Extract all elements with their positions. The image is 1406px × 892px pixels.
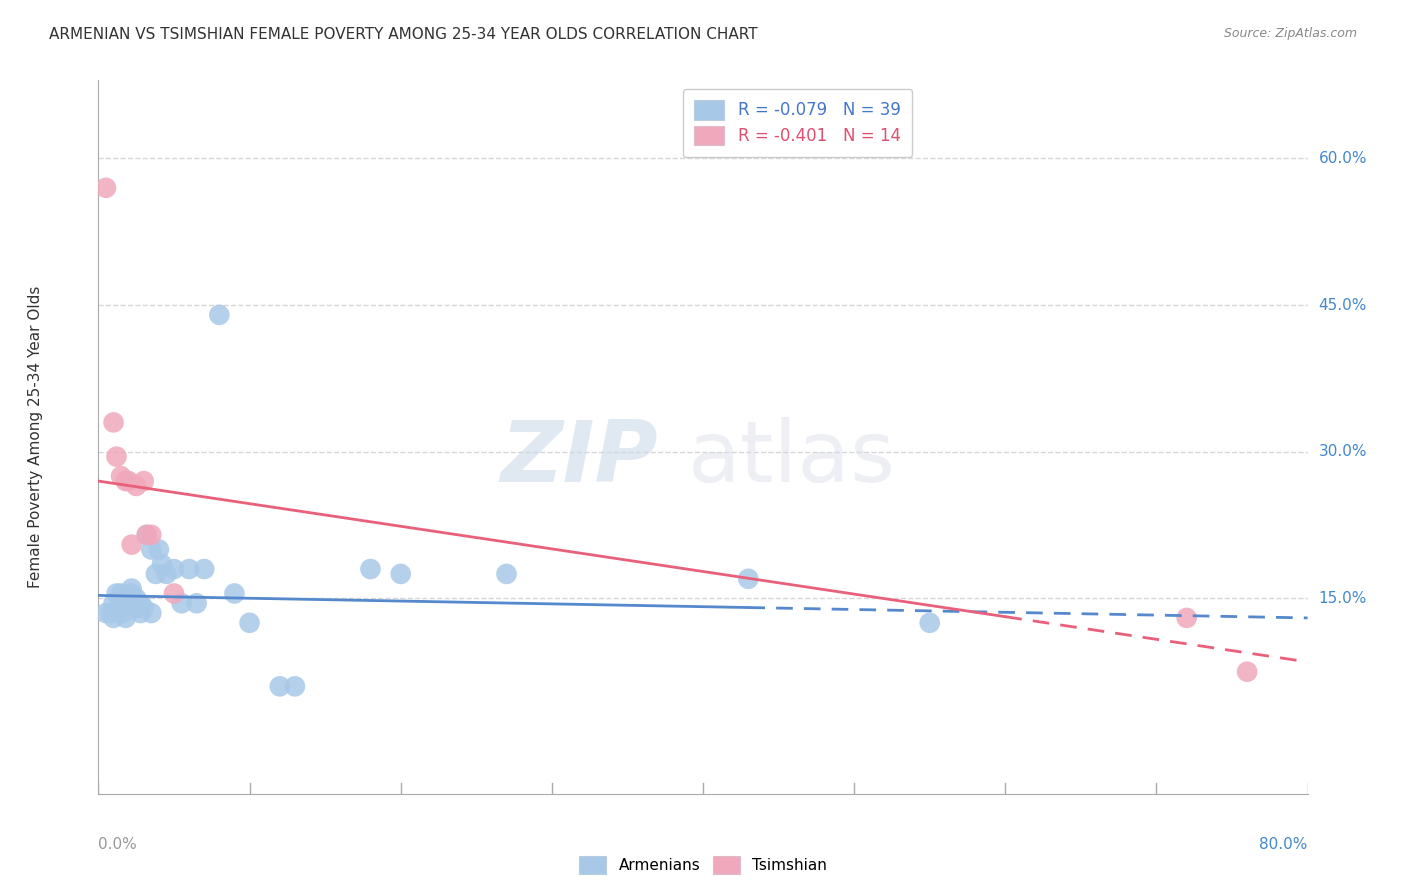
Point: [94, 606, 117, 620]
Text: ARMENIAN VS TSIMSHIAN FEMALE POVERTY AMONG 25-34 YEAR OLDS CORRELATION CHART: ARMENIAN VS TSIMSHIAN FEMALE POVERTY AMO…: [49, 27, 758, 42]
Point: [129, 606, 152, 620]
Text: ZIP: ZIP: [501, 417, 658, 500]
Text: 45.0%: 45.0%: [1319, 298, 1367, 312]
Text: 30.0%: 30.0%: [1319, 444, 1367, 459]
Point: [918, 615, 941, 630]
Point: [103, 611, 125, 625]
Point: [110, 586, 132, 600]
Point: [125, 591, 148, 606]
Point: [170, 596, 193, 610]
Point: [145, 566, 167, 581]
Point: [129, 596, 152, 610]
Point: [105, 450, 128, 464]
Point: [495, 566, 517, 581]
Text: 80.0%: 80.0%: [1260, 837, 1308, 852]
Point: [208, 308, 231, 322]
Text: atlas: atlas: [688, 417, 896, 500]
Point: [132, 474, 155, 488]
Point: [150, 557, 173, 571]
Point: [132, 601, 155, 615]
Point: [110, 469, 132, 483]
Point: [121, 582, 143, 596]
Point: [141, 528, 163, 542]
Point: [389, 566, 412, 581]
Point: [118, 591, 141, 606]
Text: Female Poverty Among 25-34 Year Olds: Female Poverty Among 25-34 Year Olds: [28, 286, 44, 588]
Point: [269, 679, 291, 693]
Point: [224, 586, 246, 600]
Point: [1236, 665, 1258, 679]
Text: 0.0%: 0.0%: [98, 837, 138, 852]
Legend: R = -0.079   N = 39, R = -0.401   N = 14: R = -0.079 N = 39, R = -0.401 N = 14: [683, 88, 912, 157]
Point: [118, 474, 141, 488]
Point: [110, 596, 132, 610]
Point: [141, 606, 163, 620]
Point: [163, 586, 186, 600]
Point: [121, 538, 143, 552]
Point: [135, 528, 157, 542]
Text: 60.0%: 60.0%: [1319, 151, 1367, 166]
Point: [111, 606, 134, 620]
Point: [141, 542, 163, 557]
Point: [155, 566, 177, 581]
Point: [148, 542, 170, 557]
Point: [125, 479, 148, 493]
Point: [94, 181, 117, 195]
Point: [105, 586, 128, 600]
Point: [177, 562, 201, 576]
Point: [186, 596, 208, 610]
Text: Source: ZipAtlas.com: Source: ZipAtlas.com: [1223, 27, 1357, 40]
Point: [193, 562, 215, 576]
Point: [360, 562, 382, 576]
Legend: Armenians, Tsimshian: Armenians, Tsimshian: [572, 850, 834, 880]
Point: [114, 611, 136, 625]
Text: 15.0%: 15.0%: [1319, 591, 1367, 606]
Point: [284, 679, 307, 693]
Point: [125, 601, 148, 615]
Point: [118, 596, 141, 610]
Point: [163, 562, 186, 576]
Point: [239, 615, 262, 630]
Point: [103, 596, 125, 610]
Point: [121, 586, 143, 600]
Point: [103, 416, 125, 430]
Point: [737, 572, 759, 586]
Point: [114, 474, 136, 488]
Point: [135, 528, 157, 542]
Point: [100, 606, 122, 620]
Point: [1175, 611, 1198, 625]
